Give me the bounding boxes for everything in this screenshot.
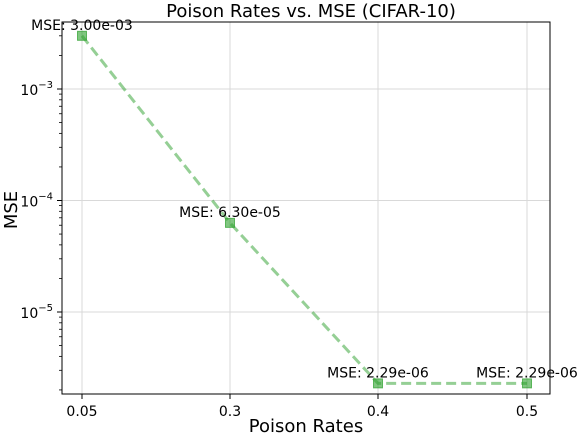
data-point-marker — [522, 378, 532, 389]
plot-frame — [61, 21, 551, 395]
y-tick-label: 10−3 — [20, 80, 53, 99]
grid — [62, 22, 550, 394]
data-label: MSE: 6.30e-05 — [179, 205, 281, 221]
y-tick-label: 10−5 — [20, 303, 53, 322]
data-annotations: MSE: 3.00e-03 MSE: 6.30e-05 MSE: 2.29e-06 M… — [31, 18, 578, 382]
x-tick-label: 0.5 — [516, 404, 538, 420]
data-label: MSE: 2.29e-06 — [476, 365, 578, 381]
data-point-marker — [373, 378, 383, 389]
y-axis-label: MSE — [1, 191, 22, 229]
chart-title: Poison Rates vs. MSE (CIFAR-10) — [166, 1, 456, 22]
series-line — [80, 34, 527, 385]
x-tick-label: 0.3 — [219, 404, 241, 420]
y-axis-ticks: 10−3 10−4 10−5 — [20, 35, 62, 391]
data-point-marker — [225, 217, 235, 228]
x-axis-label: Poison Rates — [249, 416, 363, 437]
y-tick-label: 10−4 — [20, 192, 53, 211]
series-markers — [77, 30, 532, 389]
data-point-marker — [77, 30, 87, 41]
data-label: MSE: 2.29e-06 — [327, 365, 429, 381]
x-tick-label: 0.4 — [367, 404, 389, 420]
x-tick-label: 0.05 — [66, 404, 97, 420]
data-label: MSE: 3.00e-03 — [31, 18, 133, 34]
x-axis-ticks: 0.05 0.3 0.4 0.5 — [66, 394, 538, 420]
